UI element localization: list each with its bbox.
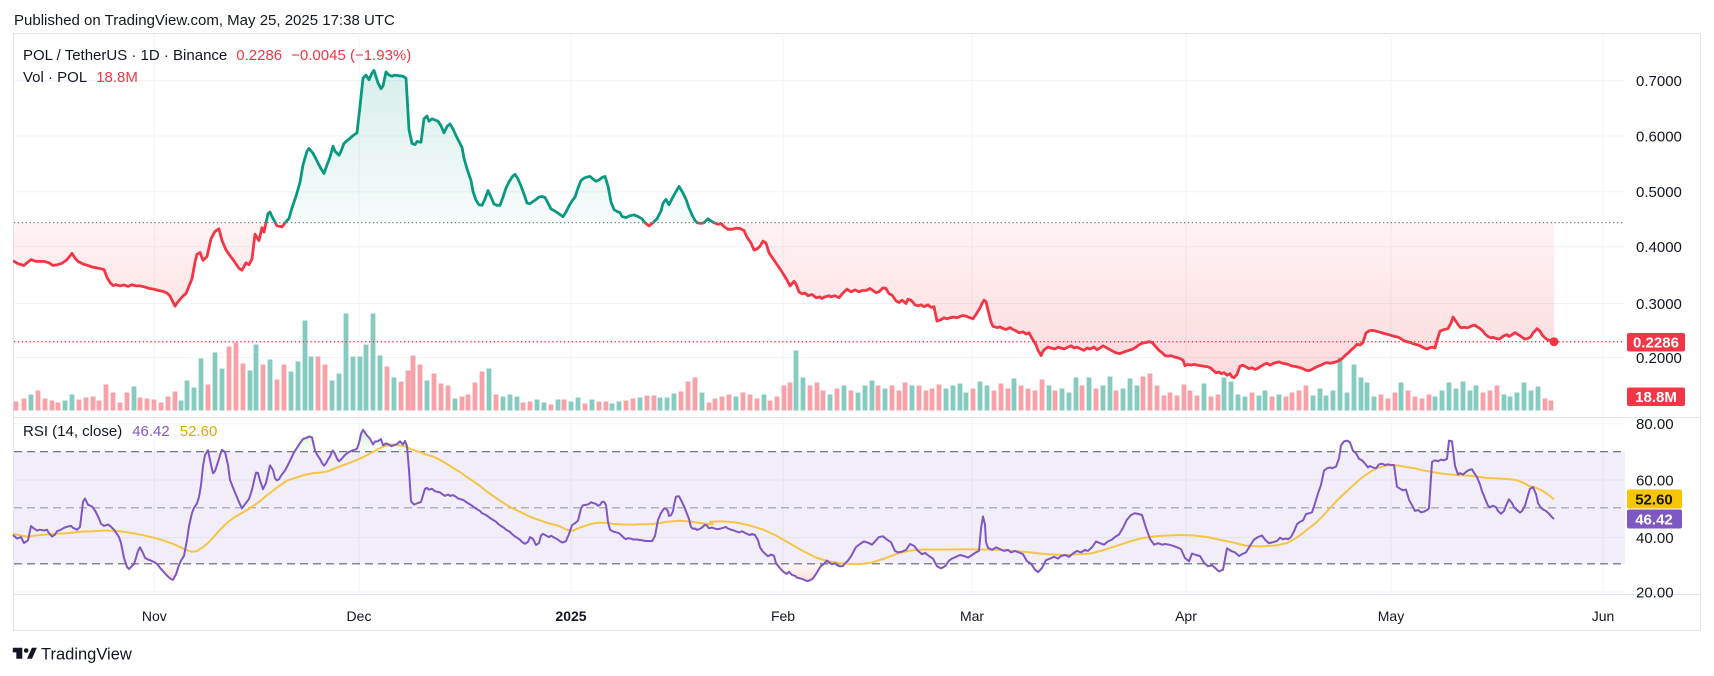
svg-text:TradingView: TradingView: [41, 646, 132, 664]
svg-text:0.3000: 0.3000: [1636, 296, 1682, 313]
svg-text:52.60: 52.60: [1635, 492, 1673, 509]
svg-text:0.2000: 0.2000: [1636, 350, 1682, 367]
svg-text:May: May: [1378, 608, 1404, 624]
svg-text:Mar: Mar: [960, 608, 984, 624]
svg-text:0.7000: 0.7000: [1636, 73, 1682, 90]
svg-text:Jun: Jun: [1592, 608, 1615, 624]
svg-text:2025: 2025: [555, 608, 586, 624]
svg-text:Nov: Nov: [142, 608, 167, 624]
svg-text:Apr: Apr: [1175, 608, 1197, 624]
svg-text:40.00: 40.00: [1636, 530, 1674, 547]
svg-text:0.5000: 0.5000: [1636, 184, 1682, 201]
svg-text:0.4000: 0.4000: [1636, 239, 1682, 256]
svg-text:60.00: 60.00: [1636, 473, 1674, 490]
svg-text:18.8M: 18.8M: [1635, 389, 1677, 406]
svg-text:0.6000: 0.6000: [1636, 129, 1682, 146]
svg-text:0.2286: 0.2286: [1633, 335, 1679, 352]
svg-text:Published on TradingView.com,: Published on TradingView.com, May 25, 20…: [14, 12, 395, 29]
svg-text:Dec: Dec: [347, 608, 372, 624]
svg-text:20.00: 20.00: [1636, 584, 1674, 601]
svg-text:Feb: Feb: [771, 608, 795, 624]
svg-text:80.00: 80.00: [1636, 416, 1674, 433]
svg-text:46.42: 46.42: [1635, 512, 1673, 529]
